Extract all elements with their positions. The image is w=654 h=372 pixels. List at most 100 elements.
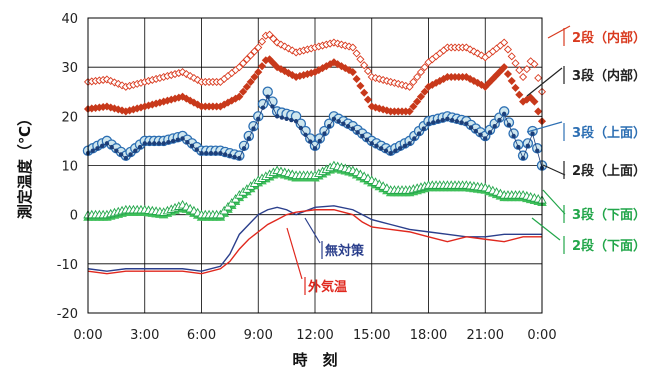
data-point <box>503 45 512 54</box>
data-point <box>530 60 539 69</box>
data-point <box>312 146 318 151</box>
data-point <box>180 136 185 141</box>
series-label: 3段（上面） <box>572 125 646 141</box>
data-point <box>254 68 263 77</box>
data-point <box>477 80 486 89</box>
data-point <box>322 131 327 136</box>
data-point <box>473 128 478 134</box>
data-point <box>426 121 431 126</box>
series-label: 外気温 <box>307 279 347 295</box>
data-point <box>193 75 202 84</box>
data-point <box>227 153 233 158</box>
data-point <box>360 61 369 70</box>
label-leader-line <box>526 121 563 133</box>
data-point <box>526 93 535 102</box>
data-point <box>257 62 267 71</box>
data-point <box>128 152 133 157</box>
data-point <box>194 147 199 152</box>
x-tick-label: 12:00 <box>296 328 333 343</box>
data-point <box>440 117 445 123</box>
data-point <box>522 65 531 74</box>
data-point <box>363 95 373 104</box>
series-line <box>87 209 542 275</box>
data-point <box>511 133 516 139</box>
data-point <box>222 152 228 157</box>
data-point <box>166 139 171 145</box>
data-point <box>507 76 516 85</box>
series-label: 2段（内部） <box>572 30 646 46</box>
data-point <box>416 92 425 101</box>
data-point <box>464 121 469 126</box>
data-point <box>431 120 436 125</box>
x-tick-label: 0:00 <box>73 328 102 343</box>
data-point <box>288 70 297 80</box>
series-labels: 2段（内部） 3段（内部） 3段（上面） 2段（上面） 3段（下面） 2段（下面） 無対策外… <box>286 25 646 295</box>
y-tick-label: 0 <box>70 209 78 224</box>
data-point <box>516 144 521 150</box>
y-tick-labels: -20 -10 0 10 20 30 40 <box>57 12 78 322</box>
data-point <box>535 148 540 153</box>
data-point <box>500 63 509 72</box>
data-point <box>355 130 360 135</box>
data-point <box>114 148 119 153</box>
series-2段（内部） <box>83 30 547 96</box>
x-tick-labels: 0:00 3:00 6:00 9:00 12:00 15:00 18:00 21:00 0:00 <box>73 328 556 343</box>
series-外気温 <box>87 209 542 275</box>
data-point <box>515 66 524 75</box>
data-point <box>265 30 274 39</box>
data-point <box>356 55 365 64</box>
data-point <box>280 67 289 76</box>
data-point <box>308 139 313 144</box>
data-point <box>170 138 176 144</box>
data-point <box>503 70 512 79</box>
data-point <box>242 55 251 64</box>
data-point <box>242 82 251 91</box>
y-tick-label: 30 <box>61 61 78 76</box>
data-point <box>379 146 384 151</box>
x-tick-label: 15:00 <box>353 328 390 343</box>
data-point <box>435 119 441 124</box>
data-point <box>90 148 95 153</box>
data-point <box>525 143 531 149</box>
data-point <box>409 102 418 111</box>
label-leader-line <box>542 189 566 215</box>
data-point <box>218 151 223 156</box>
data-point <box>374 143 379 149</box>
data-point <box>186 96 195 105</box>
data-point <box>496 67 505 76</box>
data-point <box>356 81 365 90</box>
data-point <box>239 59 248 68</box>
data-point <box>519 72 528 82</box>
data-point <box>420 63 429 72</box>
data-point <box>246 136 251 141</box>
data-point <box>298 125 304 131</box>
data-point <box>246 51 255 60</box>
data-point <box>345 123 351 129</box>
y-tick-label: 40 <box>61 12 78 27</box>
data-point <box>104 141 110 146</box>
data-point <box>348 43 357 52</box>
data-point <box>237 155 242 161</box>
data-point <box>497 117 502 123</box>
data-point <box>232 154 237 160</box>
data-point <box>256 116 261 121</box>
data-point <box>397 146 403 151</box>
data-point <box>142 141 147 146</box>
y-tick-label: -20 <box>57 307 78 322</box>
data-point <box>235 63 244 72</box>
data-point <box>110 78 119 87</box>
data-point <box>118 81 127 90</box>
data-point <box>413 72 422 82</box>
data-point <box>109 144 114 150</box>
data-point <box>260 105 266 110</box>
data-point <box>530 97 539 106</box>
data-point <box>477 51 486 60</box>
label-leader-line <box>547 25 571 39</box>
data-point <box>303 132 308 137</box>
data-point <box>454 119 460 124</box>
data-point <box>483 136 488 141</box>
series-無対策 <box>87 205 542 272</box>
series-label: 無対策 <box>325 243 365 259</box>
data-point <box>348 68 357 77</box>
